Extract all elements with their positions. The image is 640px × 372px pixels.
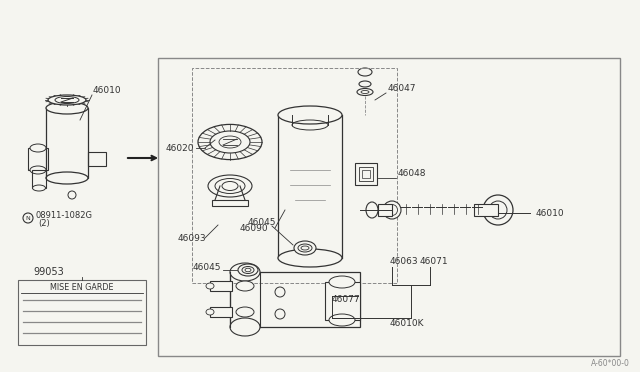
Ellipse shape (278, 106, 342, 124)
Ellipse shape (230, 318, 260, 336)
Ellipse shape (208, 175, 252, 197)
Bar (325, 282, 360, 320)
Ellipse shape (366, 202, 378, 218)
Bar (158, 58, 620, 356)
Ellipse shape (278, 249, 342, 267)
Ellipse shape (30, 166, 46, 174)
Ellipse shape (329, 276, 355, 288)
Ellipse shape (236, 307, 254, 317)
Bar (210, 281, 232, 291)
Bar (32, 170, 46, 188)
Ellipse shape (46, 172, 88, 184)
Text: N: N (26, 215, 30, 221)
Ellipse shape (230, 263, 260, 281)
Ellipse shape (33, 185, 45, 191)
Ellipse shape (383, 201, 401, 219)
Text: A-60*00-0: A-60*00-0 (591, 359, 630, 368)
Ellipse shape (294, 241, 316, 255)
Bar (18, 280, 146, 345)
Ellipse shape (358, 68, 372, 76)
Ellipse shape (236, 281, 254, 291)
Text: 46048: 46048 (398, 169, 426, 177)
Text: 46045: 46045 (193, 263, 221, 272)
Text: 46071: 46071 (420, 257, 449, 266)
Text: 99053: 99053 (33, 267, 64, 277)
Text: 46077: 46077 (332, 295, 360, 305)
Ellipse shape (206, 309, 214, 315)
Bar (378, 204, 392, 216)
Text: 46063: 46063 (390, 257, 419, 266)
Bar (355, 163, 377, 185)
Ellipse shape (483, 195, 513, 225)
Bar (46, 108, 88, 178)
Ellipse shape (329, 314, 355, 326)
Bar (230, 272, 360, 327)
Ellipse shape (357, 89, 373, 96)
Text: 46010: 46010 (93, 86, 122, 94)
Text: 46047: 46047 (388, 83, 417, 93)
Ellipse shape (48, 95, 86, 105)
Text: 46020: 46020 (166, 144, 195, 153)
Text: 08911-1082G: 08911-1082G (35, 211, 92, 219)
Text: 46010K: 46010K (390, 318, 424, 327)
Ellipse shape (206, 283, 214, 289)
Bar (210, 307, 232, 317)
Bar (192, 68, 397, 283)
Ellipse shape (46, 102, 88, 114)
Ellipse shape (238, 264, 258, 276)
Text: 46045: 46045 (248, 218, 276, 227)
Bar (362, 170, 370, 178)
Text: 46010: 46010 (536, 208, 564, 218)
Ellipse shape (359, 81, 371, 87)
Text: 46090: 46090 (240, 224, 269, 232)
Bar (212, 200, 248, 206)
Bar (359, 167, 373, 181)
Text: 46093: 46093 (178, 234, 207, 243)
Bar (28, 148, 48, 170)
Bar (474, 204, 498, 216)
Text: (2): (2) (38, 218, 50, 228)
Ellipse shape (30, 144, 46, 152)
Text: MISE EN GARDE: MISE EN GARDE (51, 282, 114, 292)
Bar (88, 152, 106, 166)
